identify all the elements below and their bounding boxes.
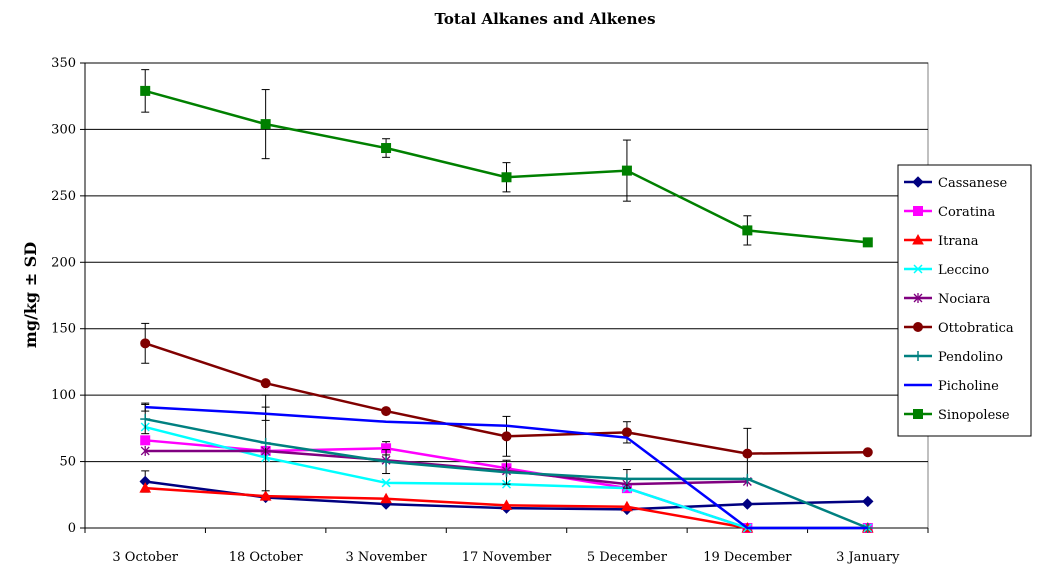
legend-item-pendolino: Pendolino bbox=[904, 350, 1003, 365]
data-point-pendolino bbox=[260, 437, 271, 448]
y-tick-label: 150 bbox=[51, 322, 76, 337]
legend-label: Ottobratica bbox=[938, 321, 1014, 336]
data-point-ottobratica bbox=[501, 431, 512, 442]
legend-label: Pendolino bbox=[938, 350, 1003, 365]
marker-stroke bbox=[913, 264, 923, 274]
data-point-sinopolese bbox=[621, 165, 632, 176]
data-point-itrana bbox=[380, 492, 392, 504]
data-point-sinopolese bbox=[501, 172, 512, 183]
series-line-nociara bbox=[145, 449, 748, 486]
series-layer bbox=[139, 69, 874, 533]
series-pendolino bbox=[140, 394, 873, 533]
x-tick-label: 5 December bbox=[587, 550, 668, 565]
data-point-cassanese bbox=[862, 495, 874, 508]
data-point-pendolino bbox=[621, 473, 632, 484]
series-line-picholine bbox=[145, 405, 868, 530]
legend-label: Sinopolese bbox=[938, 408, 1010, 423]
legend-label: Nociara bbox=[938, 292, 991, 307]
data-point-nociara bbox=[140, 445, 150, 456]
legend-label: Coratina bbox=[938, 205, 995, 220]
legend-item-nociara: Nociara bbox=[904, 292, 991, 307]
y-tick-label: 50 bbox=[59, 455, 76, 470]
legend-item-cassanese: Cassanese bbox=[904, 176, 1008, 191]
data-point-itrana bbox=[259, 490, 272, 501]
legend-item-coratina: Coratina bbox=[904, 205, 995, 220]
data-point-sinopolese bbox=[742, 225, 753, 236]
y-tick-label: 0 bbox=[68, 521, 76, 536]
series-sinopolese bbox=[140, 69, 873, 248]
x-tick-label: 3 October bbox=[112, 550, 178, 565]
legend-marker bbox=[913, 264, 923, 274]
legend-label: Cassanese bbox=[938, 176, 1008, 191]
data-point-itrana bbox=[139, 482, 152, 493]
axes: 0 50 100 150 200 250 300 350 3 October 18 October… bbox=[51, 56, 929, 565]
legend-label: Picholine bbox=[938, 379, 999, 394]
x-tick-label: 3 November bbox=[345, 550, 427, 565]
legend-marker bbox=[912, 233, 924, 245]
data-point-itrana bbox=[500, 499, 513, 510]
legend-label: Leccino bbox=[938, 263, 989, 278]
data-point-ottobratica bbox=[621, 427, 632, 438]
x-tick-label: 17 November bbox=[462, 550, 552, 565]
data-point-pendolino bbox=[381, 456, 392, 467]
legend-item-ottobratica: Ottobratica bbox=[904, 321, 1014, 336]
x-tick-label: 3 January bbox=[836, 550, 900, 565]
data-point-ottobratica bbox=[381, 406, 392, 417]
legend-label: Itrana bbox=[938, 234, 979, 249]
data-point-pendolino bbox=[140, 414, 151, 425]
series-picholine bbox=[141, 402, 868, 530]
gridlines bbox=[84, 62, 929, 529]
y-axis-label: mg/kg ± SD bbox=[21, 242, 40, 348]
x-tick-label: 19 December bbox=[703, 550, 792, 565]
data-point-pendolino bbox=[742, 473, 753, 484]
legend-marker bbox=[913, 322, 923, 332]
y-tick-label: 300 bbox=[51, 122, 76, 137]
data-point-leccino bbox=[381, 478, 391, 488]
legend: Cassanese Coratina Itrana Leccino Nociara Ott… bbox=[897, 164, 1032, 437]
legend-item-leccino: Leccino bbox=[904, 263, 989, 278]
legend-marker bbox=[912, 176, 924, 188]
data-point-sinopolese bbox=[381, 143, 392, 154]
legend-marker bbox=[913, 409, 923, 419]
plot-area-frame bbox=[84, 62, 929, 529]
data-point-ottobratica bbox=[260, 378, 271, 389]
data-point-ottobratica bbox=[862, 447, 873, 458]
legend-item-picholine: Picholine bbox=[904, 379, 999, 394]
legend-marker bbox=[913, 293, 923, 303]
marker-stroke bbox=[381, 478, 391, 488]
chart-title: Total Alkanes and Alkenes bbox=[434, 10, 655, 28]
data-point-ottobratica bbox=[140, 338, 151, 349]
y-tick-label: 100 bbox=[51, 388, 76, 403]
legend-item-sinopolese: Sinopolese bbox=[904, 408, 1010, 423]
data-point-sinopolese bbox=[862, 237, 873, 248]
data-point-sinopolese bbox=[140, 85, 151, 96]
x-tick-label: 18 October bbox=[229, 550, 304, 565]
series-ottobratica bbox=[140, 322, 873, 480]
data-point-cassanese bbox=[741, 498, 754, 510]
data-point-pendolino bbox=[501, 467, 512, 478]
y-tick-label: 350 bbox=[51, 56, 76, 71]
series-itrana bbox=[139, 482, 874, 533]
data-point-ottobratica bbox=[742, 448, 753, 459]
data-point-itrana bbox=[621, 500, 633, 512]
data-point-coratina bbox=[140, 435, 151, 446]
legend-item-itrana: Itrana bbox=[904, 233, 979, 249]
y-tick-label: 250 bbox=[51, 189, 76, 204]
data-point-sinopolese bbox=[260, 119, 271, 130]
legend-marker bbox=[913, 206, 923, 216]
legend-marker bbox=[913, 351, 923, 361]
y-tick-label: 200 bbox=[51, 255, 76, 270]
